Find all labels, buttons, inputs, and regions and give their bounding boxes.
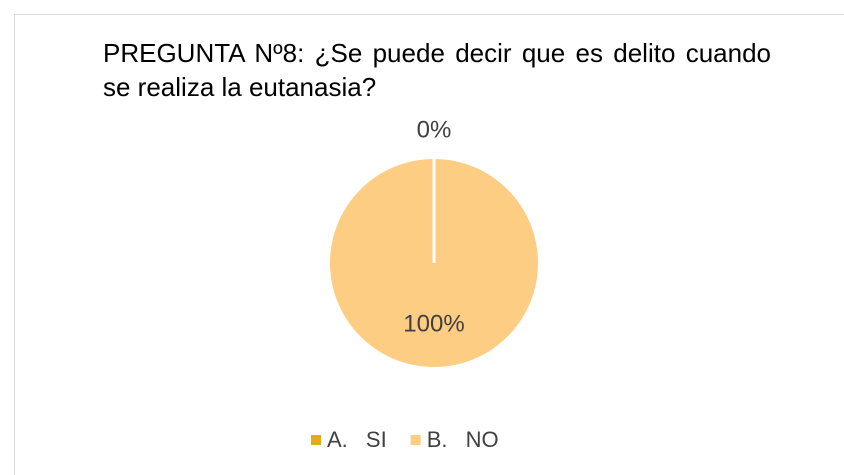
legend-label: B. NO: [427, 427, 499, 452]
legend-swatch: [311, 435, 321, 445]
data-label: 100%: [403, 311, 464, 338]
legend-swatch: [410, 435, 421, 445]
legend-label: A. SI: [327, 427, 387, 452]
chart-frame: [14, 14, 844, 475]
data-label: 0%: [417, 116, 452, 143]
chart-title: PREGUNTA Nº8: ¿Se puede decir que es del…: [103, 38, 771, 102]
